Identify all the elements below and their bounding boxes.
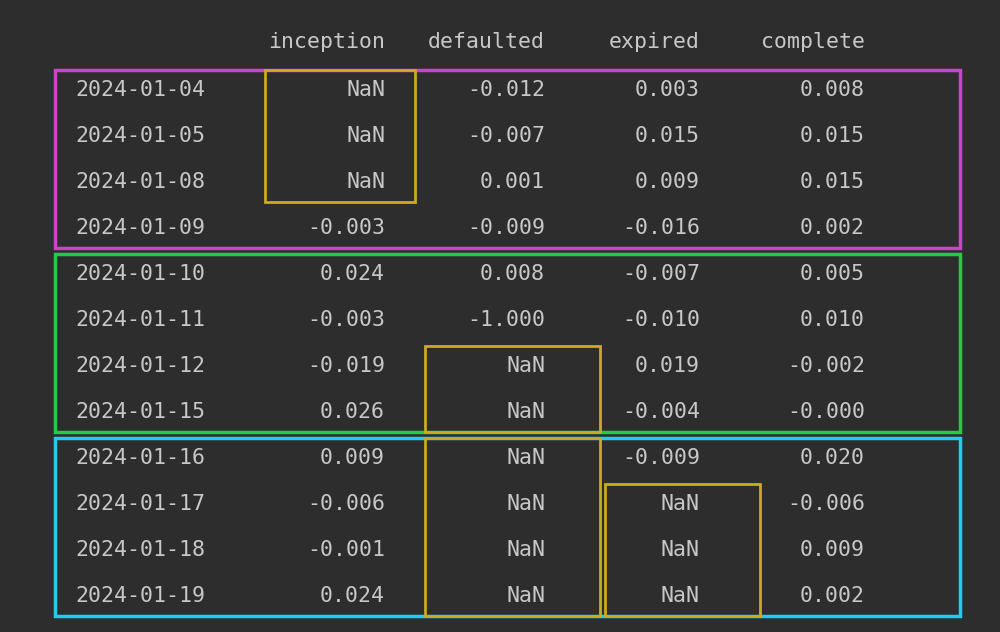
Bar	[55, 70, 960, 248]
Text: NaN: NaN	[661, 586, 700, 606]
Text: 2024-01-08: 2024-01-08	[75, 172, 205, 192]
Text: -0.009: -0.009	[467, 218, 545, 238]
Bar	[55, 254, 960, 432]
Bar	[605, 484, 760, 616]
Text: -0.001: -0.001	[307, 540, 385, 560]
Text: NaN: NaN	[506, 448, 545, 468]
Text: 0.010: 0.010	[800, 310, 865, 330]
Bar	[55, 438, 960, 616]
Text: -0.006: -0.006	[787, 494, 865, 514]
Text: 0.015: 0.015	[800, 126, 865, 146]
Text: NaN: NaN	[346, 172, 385, 192]
Text: 0.002: 0.002	[800, 218, 865, 238]
Text: -0.004: -0.004	[622, 402, 700, 422]
Text: 0.024: 0.024	[320, 264, 385, 284]
Text: 0.009: 0.009	[320, 448, 385, 468]
Text: 0.002: 0.002	[800, 586, 865, 606]
Text: -0.019: -0.019	[307, 356, 385, 376]
Text: -0.003: -0.003	[307, 218, 385, 238]
Text: 0.005: 0.005	[800, 264, 865, 284]
Text: -0.012: -0.012	[467, 80, 545, 100]
Text: 0.015: 0.015	[635, 126, 700, 146]
Text: 0.026: 0.026	[320, 402, 385, 422]
Text: expired: expired	[609, 32, 700, 52]
Text: 2024-01-16: 2024-01-16	[75, 448, 205, 468]
Text: 0.009: 0.009	[800, 540, 865, 560]
Text: 2024-01-05: 2024-01-05	[75, 126, 205, 146]
Text: 2024-01-10: 2024-01-10	[75, 264, 205, 284]
Text: -0.009: -0.009	[622, 448, 700, 468]
Text: -1.000: -1.000	[467, 310, 545, 330]
Text: 0.003: 0.003	[635, 80, 700, 100]
Text: -0.006: -0.006	[307, 494, 385, 514]
Text: 2024-01-19: 2024-01-19	[75, 586, 205, 606]
Text: -0.007: -0.007	[622, 264, 700, 284]
Text: NaN: NaN	[506, 402, 545, 422]
Text: 2024-01-09: 2024-01-09	[75, 218, 205, 238]
Text: 0.008: 0.008	[800, 80, 865, 100]
Text: NaN: NaN	[506, 356, 545, 376]
Text: -0.010: -0.010	[622, 310, 700, 330]
Text: -0.016: -0.016	[622, 218, 700, 238]
Text: 0.024: 0.024	[320, 586, 385, 606]
Text: -0.002: -0.002	[787, 356, 865, 376]
Text: 2024-01-15: 2024-01-15	[75, 402, 205, 422]
Text: inception: inception	[268, 32, 385, 52]
Text: 0.015: 0.015	[800, 172, 865, 192]
Text: NaN: NaN	[346, 80, 385, 100]
Text: -0.007: -0.007	[467, 126, 545, 146]
Bar	[425, 438, 600, 616]
Text: 2024-01-12: 2024-01-12	[75, 356, 205, 376]
Text: 2024-01-17: 2024-01-17	[75, 494, 205, 514]
Text: NaN: NaN	[346, 126, 385, 146]
Bar	[425, 346, 600, 432]
Text: 0.001: 0.001	[480, 172, 545, 192]
Text: NaN: NaN	[506, 494, 545, 514]
Text: NaN: NaN	[661, 540, 700, 560]
Text: 2024-01-18: 2024-01-18	[75, 540, 205, 560]
Text: 0.020: 0.020	[800, 448, 865, 468]
Text: -0.000: -0.000	[787, 402, 865, 422]
Bar	[265, 70, 415, 202]
Text: 0.008: 0.008	[480, 264, 545, 284]
Text: 0.009: 0.009	[635, 172, 700, 192]
Text: defaulted: defaulted	[428, 32, 545, 52]
Text: 2024-01-04: 2024-01-04	[75, 80, 205, 100]
Text: NaN: NaN	[506, 540, 545, 560]
Text: NaN: NaN	[661, 494, 700, 514]
Text: 2024-01-11: 2024-01-11	[75, 310, 205, 330]
Text: 0.019: 0.019	[635, 356, 700, 376]
Text: NaN: NaN	[506, 586, 545, 606]
Text: -0.003: -0.003	[307, 310, 385, 330]
Text: complete: complete	[761, 32, 865, 52]
